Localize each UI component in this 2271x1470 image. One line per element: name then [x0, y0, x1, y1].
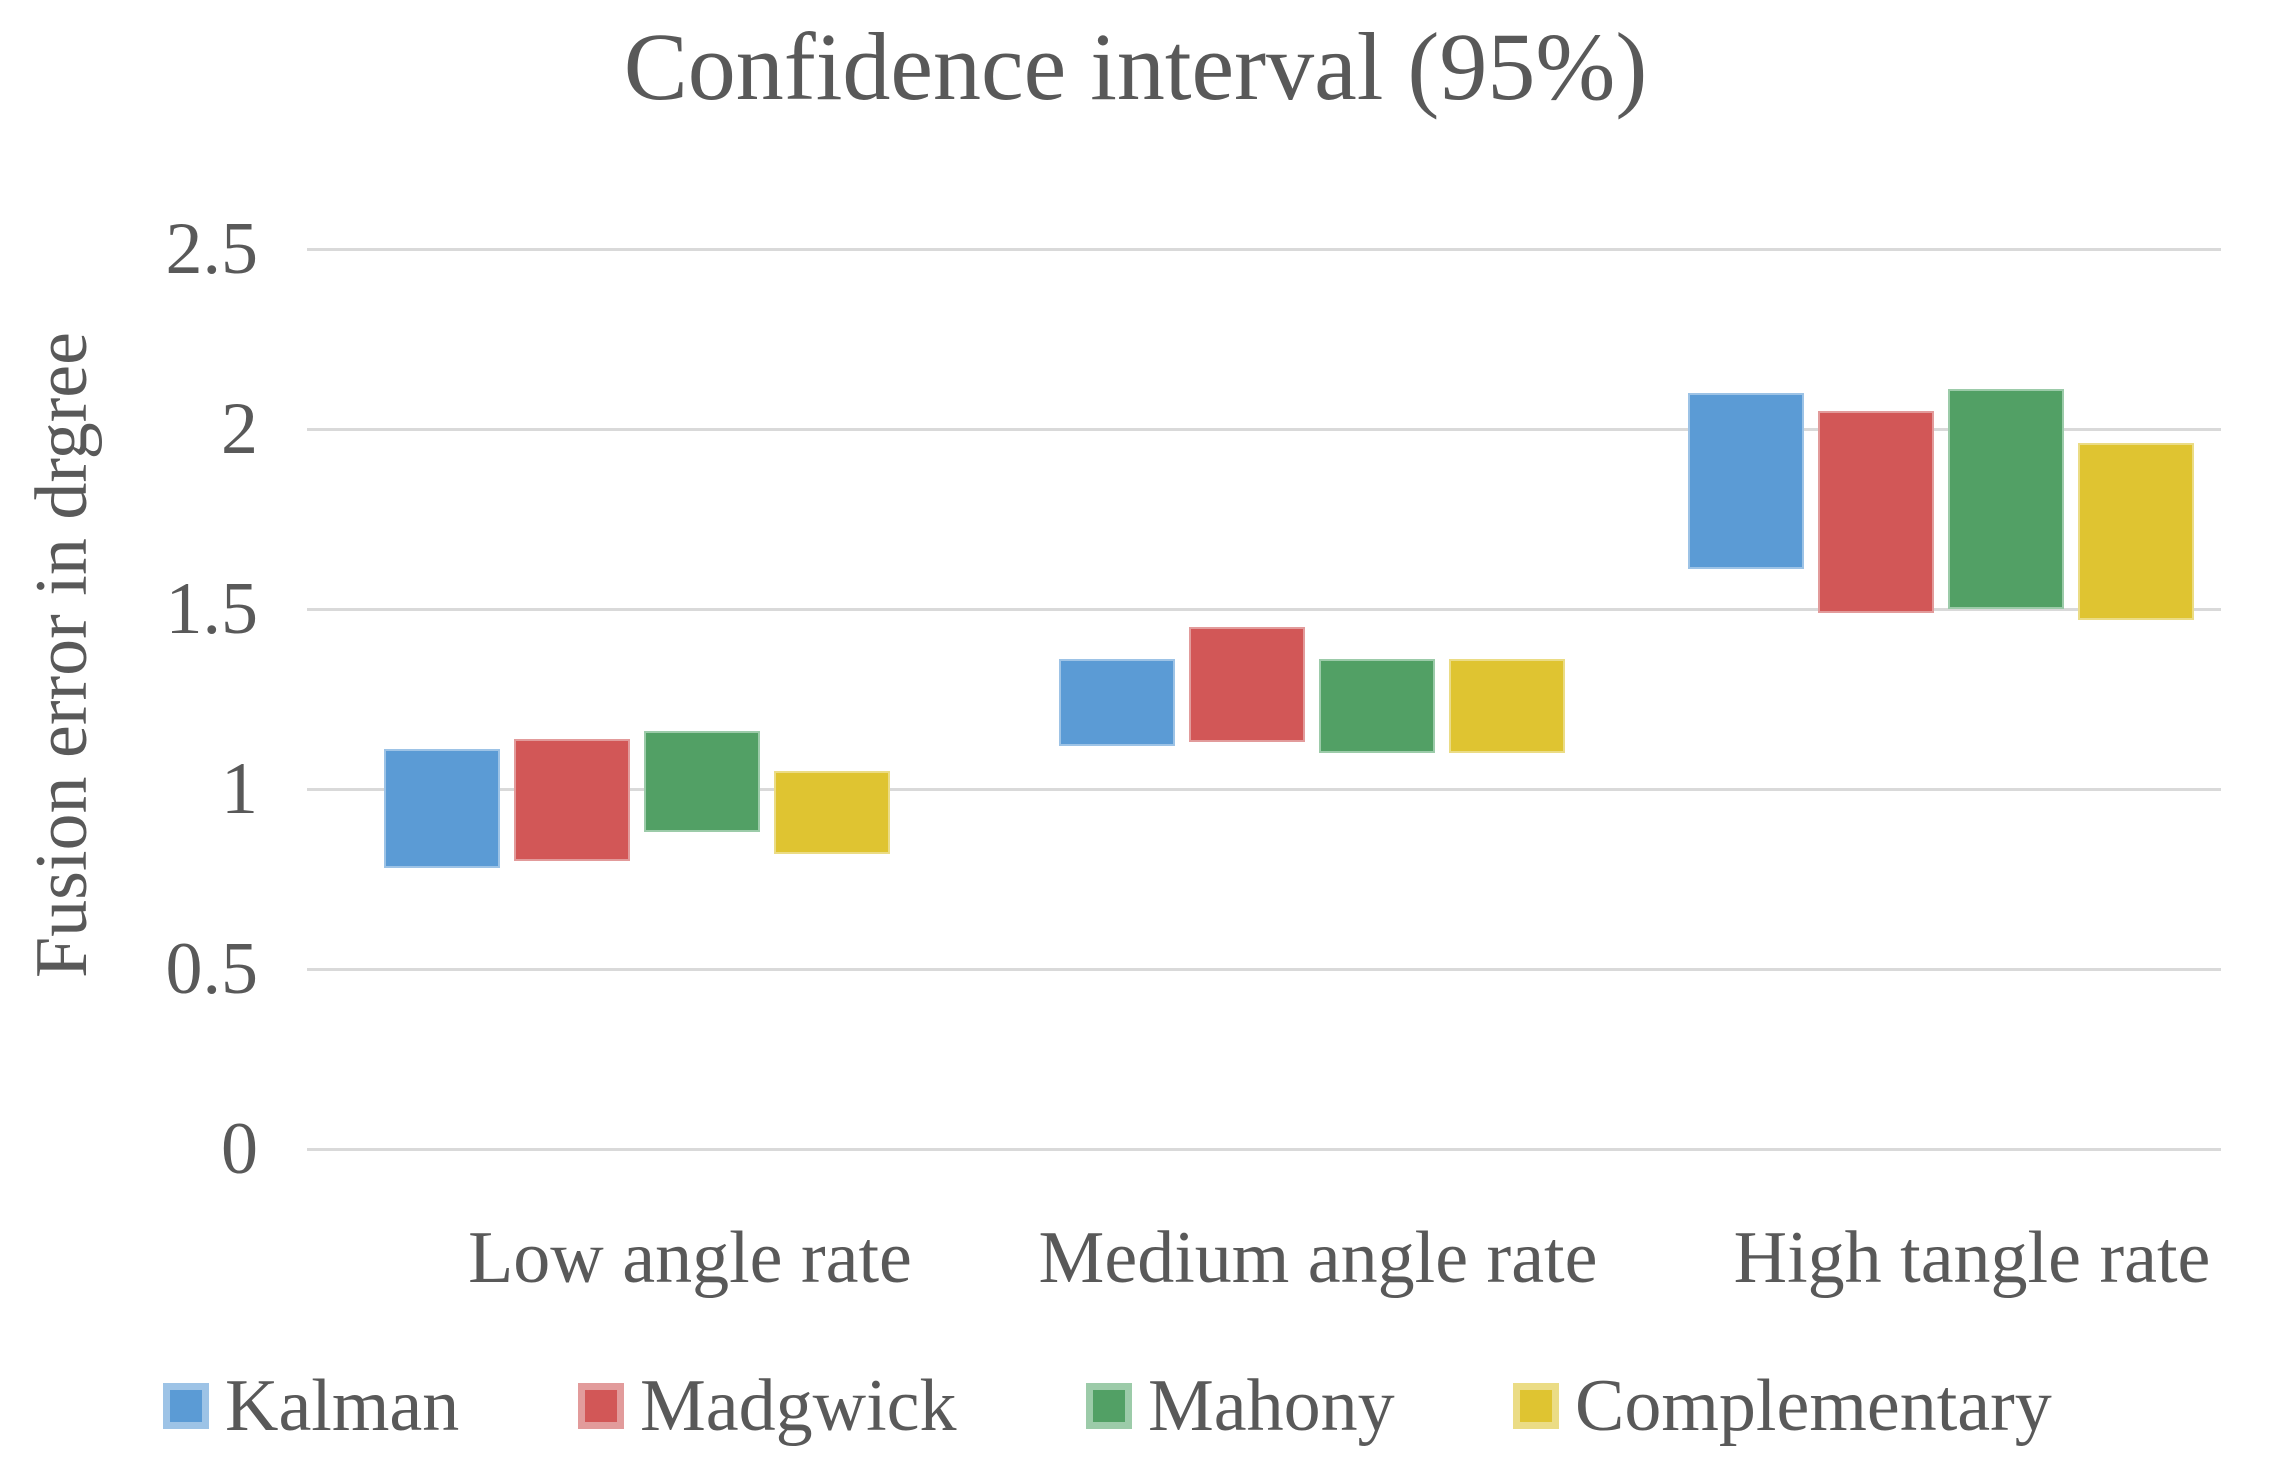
bar-kalman-0 — [384, 749, 500, 869]
gridline — [307, 608, 2221, 611]
gridline — [307, 968, 2221, 971]
legend-label: Madgwick — [640, 1365, 957, 1447]
gridline — [307, 788, 2221, 791]
gridline — [307, 1148, 2221, 1151]
bar-mahony-2 — [1948, 389, 2064, 609]
bar-madgwick-2 — [1818, 411, 1934, 613]
bar-complementary-0 — [774, 771, 890, 854]
bar-complementary-2 — [2078, 443, 2194, 620]
legend-item-mahony: Mahony — [1086, 1369, 1395, 1443]
legend-item-complementary: Complementary — [1513, 1369, 2052, 1443]
legend-label: Kalman — [225, 1365, 460, 1447]
bar-madgwick-1 — [1189, 627, 1305, 743]
gridline — [307, 428, 2221, 431]
y-axis-title: Fusion error in drgree — [21, 332, 103, 978]
legend-label: Mahony — [1148, 1365, 1395, 1447]
gridline — [307, 248, 2221, 251]
bar-madgwick-0 — [514, 738, 630, 861]
legend-item-kalman: Kalman — [163, 1369, 459, 1443]
chart-title: Confidence interval (95%) — [623, 13, 1648, 120]
y-tick-label: 2.5 — [165, 208, 259, 290]
legend-label: Complementary — [1575, 1365, 2052, 1447]
bar-mahony-1 — [1319, 659, 1435, 753]
legend-marker-madgwick-icon — [578, 1383, 624, 1429]
bar-complementary-1 — [1449, 659, 1565, 753]
legend-marker-complementary-icon — [1513, 1383, 1559, 1429]
y-tick-label: 0.5 — [165, 928, 259, 1010]
bar-kalman-1 — [1059, 659, 1175, 746]
x-category-label: Low angle rate — [468, 1217, 912, 1299]
legend-item-madgwick: Madgwick — [578, 1369, 957, 1443]
y-tick-label: 0 — [221, 1108, 258, 1190]
y-tick-label: 1.5 — [165, 568, 259, 650]
legend-marker-mahony-icon — [1086, 1383, 1132, 1429]
bar-kalman-2 — [1688, 393, 1804, 570]
y-tick-label: 2 — [221, 388, 258, 470]
x-category-label: High tangle rate — [1733, 1217, 2211, 1299]
y-tick-label: 1 — [221, 748, 258, 830]
legend-marker-kalman-icon — [163, 1383, 209, 1429]
x-category-label: Medium angle rate — [1038, 1217, 1598, 1299]
bar-mahony-0 — [644, 731, 760, 833]
